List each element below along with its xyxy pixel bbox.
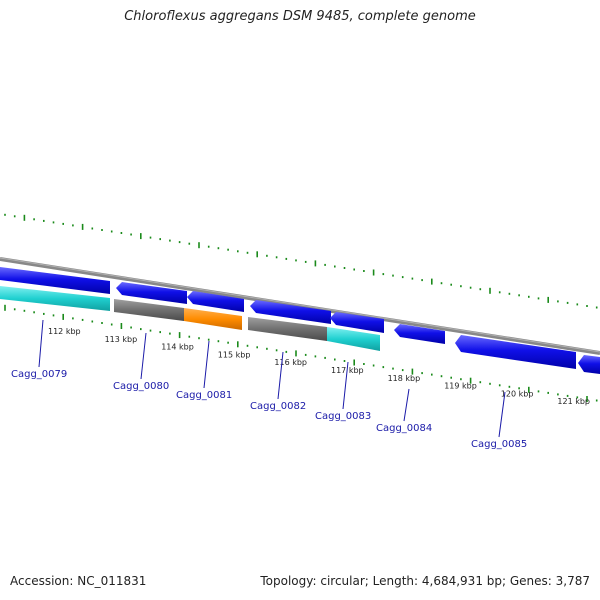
inner-tick-ring: [4, 304, 598, 402]
gene-labels: Cagg_0079 Cagg_0080 Cagg_0081 Cagg_0082 …: [11, 369, 527, 450]
scale-label: 112 kbp: [48, 327, 81, 336]
leader-line: [203, 340, 210, 389]
gene-arrow[interactable]: [116, 282, 187, 304]
reverse-strand-features: [0, 286, 380, 351]
forward-strand-features: [0, 267, 600, 374]
genome-summary-text: Topology: circular; Length: 4,684,931 bp…: [260, 574, 590, 588]
gene-arrow[interactable]: [187, 291, 244, 312]
gene-label[interactable]: Cagg_0084: [376, 423, 432, 434]
leader-line: [342, 361, 349, 410]
cds-block-grey[interactable]: [248, 317, 327, 341]
gene-arrow[interactable]: [394, 324, 445, 344]
scale-label: 121 kbp: [557, 397, 590, 406]
map-title: Chloroflexus aggregans DSM 9485, complet…: [124, 9, 476, 24]
gene-arrow[interactable]: [250, 300, 331, 324]
cds-block-cyan[interactable]: [0, 286, 110, 311]
cds-block-cyan[interactable]: [327, 327, 380, 351]
leader-line: [403, 388, 410, 422]
scale-label: 116 kbp: [274, 358, 307, 367]
gene-label[interactable]: Cagg_0083: [315, 411, 371, 422]
genome-backbone-highlight: [0, 257, 600, 353]
scale-label: 118 kbp: [388, 374, 421, 383]
outer-tick-ring: [4, 213, 598, 309]
gene-arrow[interactable]: [330, 312, 384, 333]
leader-line: [140, 332, 147, 380]
scale-label: 119 kbp: [444, 382, 477, 391]
gene-arrow[interactable]: [455, 335, 576, 369]
leader-line: [498, 391, 506, 438]
gene-label[interactable]: Cagg_0085: [471, 439, 527, 450]
leader-line: [38, 319, 44, 368]
gene-label[interactable]: Cagg_0079: [11, 369, 67, 380]
cds-block-grey[interactable]: [114, 299, 184, 321]
scale-label: 113 kbp: [105, 335, 138, 344]
gene-label[interactable]: Cagg_0082: [250, 401, 306, 412]
leader-line: [277, 351, 284, 400]
accession-text: Accession: NC_011831: [10, 574, 147, 588]
scale-label: 115 kbp: [218, 350, 251, 359]
scale-label: 120 kbp: [501, 389, 534, 398]
scale-label: 114 kbp: [161, 343, 194, 352]
cds-block-orange[interactable]: [184, 308, 242, 330]
gene-arrow[interactable]: [0, 267, 110, 294]
gene-label[interactable]: Cagg_0081: [176, 390, 232, 401]
gene-arrow[interactable]: [578, 355, 600, 374]
gene-label[interactable]: Cagg_0080: [113, 381, 169, 392]
gene-leader-lines: [38, 319, 506, 438]
genome-backbone: [0, 257, 600, 355]
